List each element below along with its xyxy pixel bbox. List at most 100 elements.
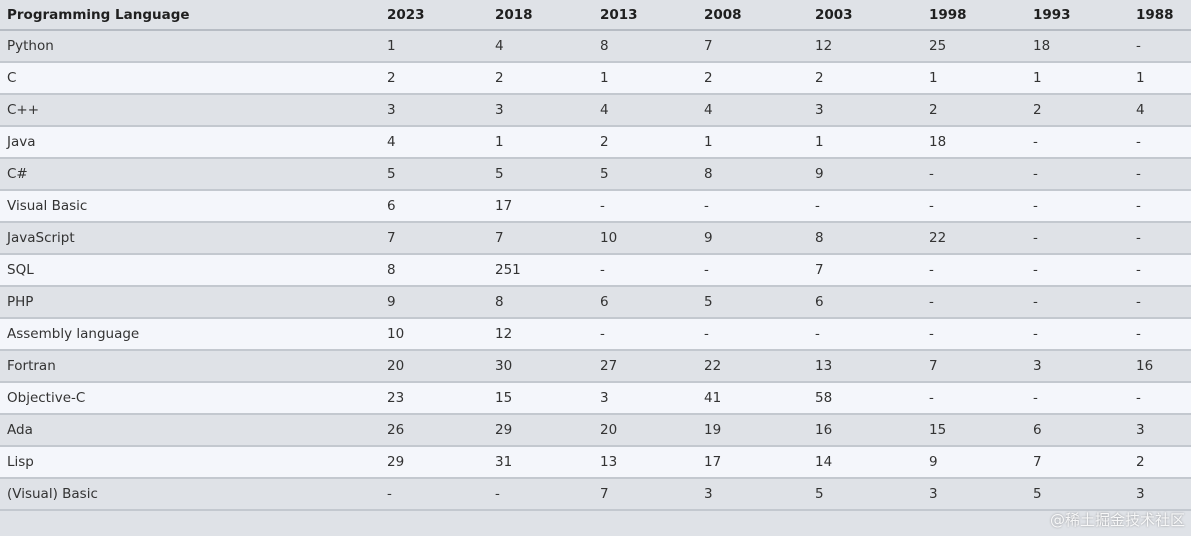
rank-cell: - xyxy=(1033,230,1038,246)
rank-cell: 2 xyxy=(387,70,396,86)
header-2013: 2013 xyxy=(600,0,704,31)
rank-cell: 5 xyxy=(495,166,504,182)
language-cell: Java xyxy=(7,134,36,150)
table-row: (Visual) Basic - - 7 3 5 3 5 3 xyxy=(0,478,1191,510)
table-row: JavaScript 7 7 10 9 8 22 - - xyxy=(0,222,1191,254)
table-row: SQL 8 251 - - 7 - - - xyxy=(0,254,1191,286)
rank-cell: 18 xyxy=(929,134,947,150)
rank-cell: 6 xyxy=(815,294,824,310)
rank-cell: 27 xyxy=(600,358,618,374)
rank-cell: 9 xyxy=(387,294,396,310)
rank-cell: 5 xyxy=(1033,486,1042,502)
rank-cell: 6 xyxy=(600,294,609,310)
rank-cell: 16 xyxy=(815,422,833,438)
rank-cell: 2 xyxy=(815,70,824,86)
rank-cell: 10 xyxy=(600,230,618,246)
rank-cell: 8 xyxy=(387,262,396,278)
rank-cell: - xyxy=(815,198,820,214)
rank-cell: 1 xyxy=(1033,70,1042,86)
language-cell: (Visual) Basic xyxy=(7,486,98,502)
table-row: Ada 26 29 20 19 16 15 6 3 xyxy=(0,414,1191,446)
language-cell: Ada xyxy=(7,422,33,438)
rank-cell: 4 xyxy=(600,102,609,118)
language-cell: JavaScript xyxy=(7,230,75,246)
rank-cell: 2 xyxy=(600,134,609,150)
rank-cell: 18 xyxy=(1033,38,1051,54)
table-row: PHP 9 8 6 5 6 - - - xyxy=(0,286,1191,318)
rank-cell: 7 xyxy=(600,486,609,502)
table-row: Python 1 4 8 7 12 25 18 - xyxy=(0,30,1191,62)
rank-cell: 251 xyxy=(495,262,521,278)
rank-cell: 7 xyxy=(387,230,396,246)
rank-cell: - xyxy=(1136,134,1141,150)
rank-cell: - xyxy=(929,326,934,342)
rank-cell: - xyxy=(1136,262,1141,278)
table-row: Lisp 29 31 13 17 14 9 7 2 xyxy=(0,446,1191,478)
watermark: @稀土掘金技术社区 xyxy=(1049,511,1185,529)
rank-cell: - xyxy=(1033,326,1038,342)
language-cell: SQL xyxy=(7,262,34,278)
header-2003: 2003 xyxy=(815,0,929,31)
rank-cell: - xyxy=(495,486,500,502)
header-language: Programming Language xyxy=(0,0,387,31)
rank-cell: - xyxy=(600,198,605,214)
rank-cell: 1 xyxy=(600,70,609,86)
rank-cell: - xyxy=(929,390,934,406)
rank-cell: 1 xyxy=(929,70,938,86)
language-cell: Lisp xyxy=(7,454,34,470)
rank-cell: - xyxy=(704,326,709,342)
rank-cell: 13 xyxy=(600,454,618,470)
rank-cell: 58 xyxy=(815,390,833,406)
rank-cell: - xyxy=(1136,38,1141,54)
rank-cell: 9 xyxy=(704,230,713,246)
rank-cell: - xyxy=(1033,390,1038,406)
rank-cell: 7 xyxy=(495,230,504,246)
rank-cell: - xyxy=(1033,166,1038,182)
language-cell: C++ xyxy=(7,102,40,118)
rank-cell: 16 xyxy=(1136,358,1154,374)
rank-cell: - xyxy=(1136,166,1141,182)
rank-cell: 3 xyxy=(929,486,938,502)
table-row: Objective-C 23 15 3 41 58 - - - xyxy=(0,382,1191,414)
rank-cell: 14 xyxy=(815,454,833,470)
rank-cell: 7 xyxy=(1033,454,1042,470)
rank-cell: - xyxy=(1136,326,1141,342)
header-row: Programming Language 2023 2018 2013 2008… xyxy=(0,0,1191,31)
rank-cell: - xyxy=(929,198,934,214)
rank-cell: - xyxy=(600,262,605,278)
rank-cell: 1 xyxy=(387,38,396,54)
rank-cell: 9 xyxy=(815,166,824,182)
rank-cell: 2 xyxy=(704,70,713,86)
language-cell: Visual Basic xyxy=(7,198,88,214)
rank-cell: 8 xyxy=(815,230,824,246)
rank-cell: - xyxy=(815,326,820,342)
rank-cell: 3 xyxy=(600,390,609,406)
rank-cell: - xyxy=(1033,134,1038,150)
rank-cell: 7 xyxy=(704,38,713,54)
rank-cell: 12 xyxy=(815,38,833,54)
header-1993: 1993 xyxy=(1033,0,1136,31)
rank-cell: - xyxy=(704,262,709,278)
language-cell: Objective-C xyxy=(7,390,86,406)
table-row: Java 4 1 2 1 1 18 - - xyxy=(0,126,1191,158)
rank-cell: 12 xyxy=(495,326,513,342)
rank-cell: - xyxy=(1136,198,1141,214)
rank-cell: 3 xyxy=(1136,486,1145,502)
rank-cell: 31 xyxy=(495,454,513,470)
rank-cell: 8 xyxy=(704,166,713,182)
rank-cell: 4 xyxy=(704,102,713,118)
table-row: Assembly language 10 12 - - - - - - xyxy=(0,318,1191,350)
language-cell: C# xyxy=(7,166,28,182)
rank-cell: 29 xyxy=(387,454,405,470)
rank-cell: 5 xyxy=(600,166,609,182)
rank-cell: - xyxy=(1136,294,1141,310)
rank-cell: 13 xyxy=(815,358,833,374)
language-cell: C xyxy=(7,70,17,86)
rank-cell: 5 xyxy=(387,166,396,182)
rank-cell: 2 xyxy=(929,102,938,118)
rank-cell: - xyxy=(1136,390,1141,406)
table-body: Python 1 4 8 7 12 25 18- C 2 2 1 2 2 1 1 1 C++ 3 3 4 4 3 2 2 4 Jav… xyxy=(0,30,1191,510)
rank-cell: - xyxy=(929,262,934,278)
header-2023: 2023 xyxy=(387,0,495,31)
rank-cell: 26 xyxy=(387,422,405,438)
